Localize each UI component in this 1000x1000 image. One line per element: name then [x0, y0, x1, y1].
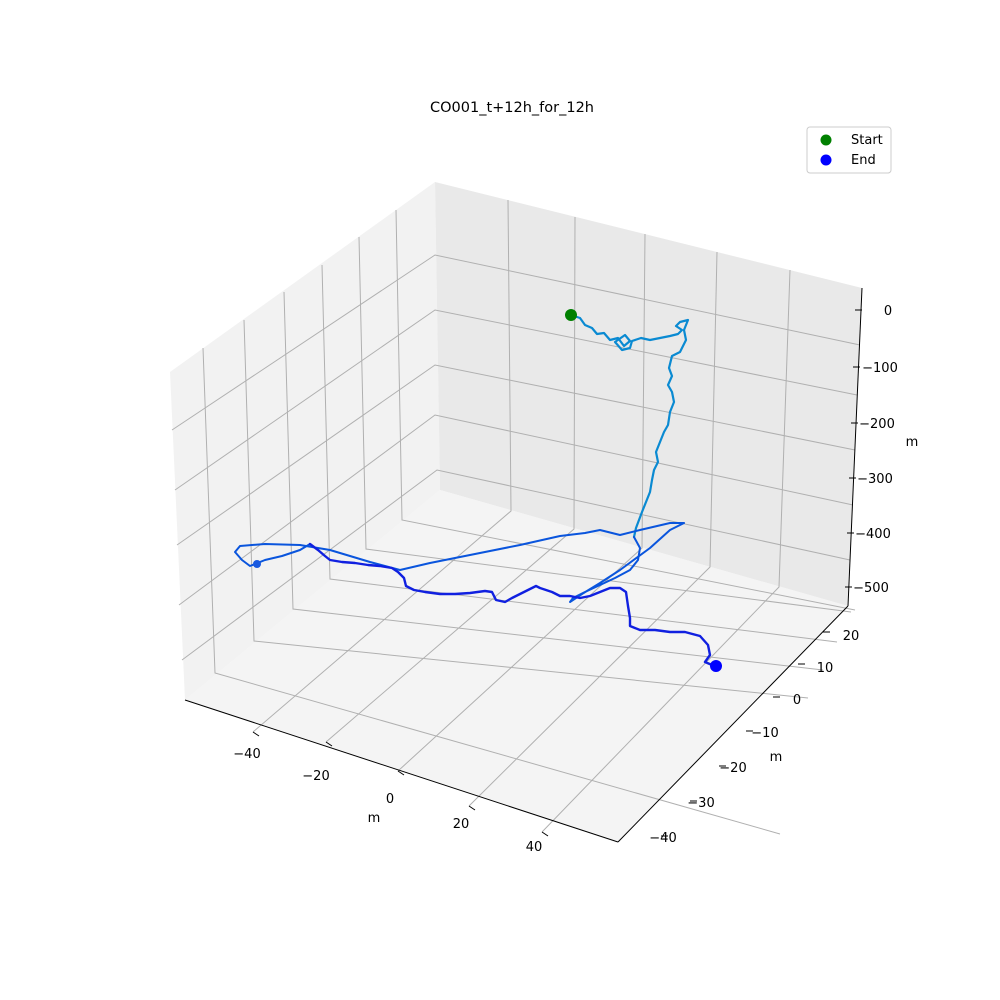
y-tick-labels: 20 10 0 −10 −20 −30 −40 — [649, 629, 859, 846]
z-tick-label: −300 — [857, 472, 893, 487]
x-tick-label: −20 — [302, 769, 329, 784]
legend: Start End — [806, 126, 892, 174]
end-marker — [710, 660, 722, 672]
z-tick-label: −400 — [855, 527, 891, 542]
z-tick-label: 0 — [884, 304, 892, 319]
z-tick-label: −100 — [862, 361, 898, 376]
trajectory-segment-late — [308, 542, 719, 667]
z-axis-label: m — [906, 435, 919, 450]
x-tick-label: 0 — [386, 792, 394, 807]
x-tick-label: −40 — [233, 747, 260, 762]
y-tick-label: 10 — [817, 661, 834, 676]
legend-start-marker — [820, 134, 832, 146]
y-tick-label: −30 — [687, 796, 714, 811]
legend-end-label: End — [851, 153, 876, 168]
y-tick-label: −10 — [751, 726, 778, 741]
trajectory — [234, 313, 719, 667]
y-tick-label: 20 — [843, 629, 860, 644]
grid-lines — [171, 199, 861, 835]
chart-title: CO001_t+12h_for_12h — [430, 100, 594, 116]
axis-edges — [184, 287, 863, 843]
x-tick-label: 40 — [526, 840, 543, 855]
x-tick-labels: −40 −20 0 20 40 — [233, 747, 542, 855]
y-axis-label: m — [770, 750, 783, 765]
y-tick-label: 0 — [793, 693, 801, 708]
z-tick-label: −200 — [859, 417, 895, 432]
z-tick-label: −500 — [853, 581, 889, 596]
y-tick-label: −20 — [719, 761, 746, 776]
left-pane — [170, 182, 440, 700]
trajectory-segment-early — [569, 313, 690, 539]
legend-start-label: Start — [851, 133, 883, 148]
y-tick-label: −40 — [649, 831, 676, 846]
axes-panes — [170, 182, 862, 842]
start-marker — [565, 309, 577, 321]
trajectory-segment-middle — [234, 522, 685, 603]
z-tick-labels: 0 −100 −200 −300 −400 −500 — [853, 304, 898, 596]
legend-end-marker — [820, 154, 832, 166]
x-tick-label: 20 — [453, 817, 470, 832]
back-pane — [435, 182, 862, 606]
x-axis-label: m — [368, 811, 381, 826]
intermediate-marker — [253, 560, 261, 568]
